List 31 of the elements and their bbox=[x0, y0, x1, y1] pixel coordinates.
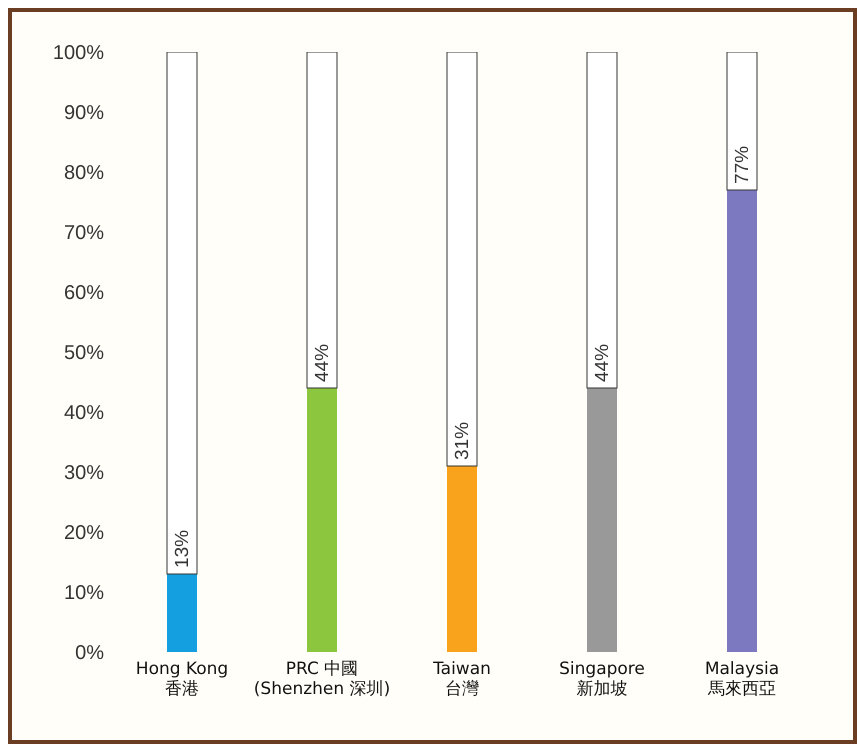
x-tick-label: PRC 中國 (Shenzhen 深圳) bbox=[254, 659, 390, 699]
x-tick-label: Hong Kong 香港 bbox=[136, 659, 228, 699]
y-tick-label: 70% bbox=[64, 222, 104, 244]
y-tick-label: 100% bbox=[52, 42, 104, 64]
y-tick-label: 20% bbox=[64, 522, 104, 544]
bar bbox=[446, 52, 478, 466]
x-tick-label: Singapore 新加坡 bbox=[559, 659, 645, 699]
x-tick-label: Taiwan 台灣 bbox=[432, 659, 491, 699]
y-tick-label: 90% bbox=[64, 102, 104, 124]
bar bbox=[307, 388, 337, 652]
y-tick-label: 80% bbox=[64, 162, 104, 184]
y-tick-label: 60% bbox=[64, 282, 104, 304]
bar bbox=[726, 52, 758, 190]
x-tick-label: Malaysia 馬來西亞 bbox=[704, 659, 780, 699]
data-label: 31% bbox=[452, 422, 473, 460]
bar bbox=[166, 52, 198, 574]
data-label: 77% bbox=[732, 146, 753, 184]
bar bbox=[447, 466, 477, 652]
bar bbox=[306, 52, 338, 388]
y-tick-label: 30% bbox=[64, 462, 104, 484]
bar bbox=[727, 190, 757, 652]
data-label: 13% bbox=[172, 530, 193, 568]
bar bbox=[587, 388, 617, 652]
data-label: 44% bbox=[312, 344, 333, 382]
y-tick-label: 40% bbox=[64, 402, 104, 424]
data-label: 44% bbox=[592, 344, 613, 382]
bar bbox=[586, 52, 618, 388]
y-tick-label: 50% bbox=[64, 342, 104, 364]
y-tick-label: 0% bbox=[75, 642, 104, 664]
y-tick-label: 10% bbox=[64, 582, 104, 604]
bar bbox=[167, 574, 197, 652]
